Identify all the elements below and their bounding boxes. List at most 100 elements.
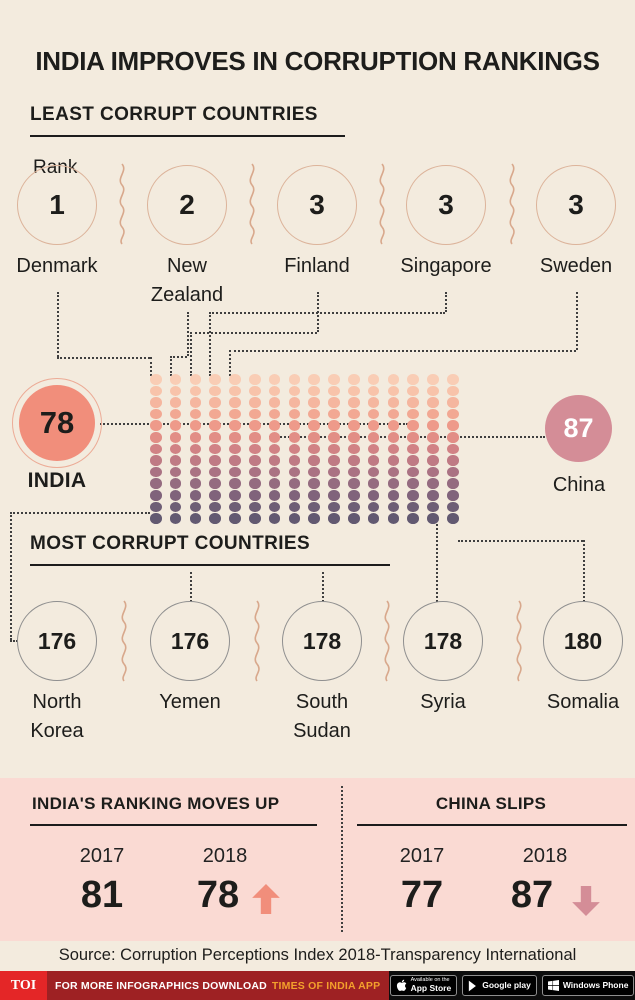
matrix-dot [249, 443, 261, 455]
matrix-dot [407, 501, 419, 513]
matrix-dot [328, 501, 340, 513]
matrix-dot [189, 490, 202, 501]
google-play-icon [469, 980, 477, 991]
matrix-dot [209, 478, 221, 489]
india-year-2017: 2017 [79, 845, 125, 867]
matrix-dot [447, 443, 459, 455]
matrix-dot [348, 432, 360, 443]
country-label-sweden: Sweden [539, 255, 613, 277]
matrix-dot [209, 408, 221, 420]
badge-line2: Google play [482, 979, 531, 990]
china-rank-value: 87 [563, 413, 594, 443]
matrix-dot [328, 374, 340, 385]
dotted-connector [229, 350, 231, 376]
matrix-dot [288, 466, 301, 478]
matrix-dot [308, 432, 320, 443]
matrix-dot [288, 443, 301, 455]
matrix-dot [169, 420, 182, 431]
app-store-badge[interactable]: Available on the App Store [389, 975, 458, 996]
matrix-dot [288, 501, 301, 513]
rank-circle-somalia: 180 [543, 601, 623, 681]
china-year-2018: 2018 [522, 845, 568, 867]
matrix-dot [229, 374, 241, 385]
matrix-dot [268, 455, 281, 466]
matrix-dot [387, 455, 400, 466]
promo-text: FOR MORE INFOGRAPHICS DOWNLOAD [55, 979, 267, 992]
matrix-dot [447, 478, 459, 489]
squiggle-divider-icon [249, 163, 255, 245]
dotted-connector [458, 540, 583, 542]
matrix-dot [407, 490, 419, 501]
matrix-dot [288, 385, 301, 397]
store-badges: Available on the App Store Google play Wi… [389, 971, 635, 1000]
matrix-dot [229, 420, 241, 431]
india-rank-2018: 78 [196, 874, 240, 916]
matrix-dot [407, 374, 419, 385]
matrix-dot [249, 385, 261, 397]
squiggle-divider-icon [254, 600, 260, 682]
windows-icon [547, 980, 559, 991]
matrix-dot [308, 397, 320, 408]
matrix-dot [427, 408, 439, 420]
source-credit: Source: Corruption Perceptions Index 201… [58, 946, 577, 964]
matrix-dot [427, 420, 439, 431]
india-label: INDIA [27, 469, 87, 492]
rank-circle-finland: 3 [277, 165, 357, 245]
matrix-dot [209, 443, 221, 455]
matrix-dot [407, 432, 419, 443]
matrix-dot [169, 408, 182, 420]
dotted-connector [445, 292, 447, 312]
matrix-dot [209, 466, 221, 478]
matrix-dot [387, 420, 400, 431]
matrix-dot [387, 432, 400, 443]
matrix-dot [288, 478, 301, 489]
squiggle-divider-icon [509, 163, 515, 245]
dotted-divider [341, 786, 343, 932]
matrix-dot [169, 397, 182, 408]
matrix-dot [447, 397, 459, 408]
matrix-dot [150, 397, 162, 408]
dotted-connector [436, 524, 438, 602]
matrix-dot [348, 397, 360, 408]
matrix-dot [268, 374, 281, 385]
matrix-dot [367, 513, 380, 524]
matrix-dot [189, 466, 202, 478]
matrix-dot [367, 490, 380, 501]
matrix-dot [387, 374, 400, 385]
rank-value: 1 [49, 189, 65, 220]
promo-app-name: TIMES OF INDIA APP [271, 979, 381, 992]
matrix-dot [447, 490, 459, 501]
matrix-dot [288, 420, 301, 431]
windows-phone-badge[interactable]: Windows Phone [541, 975, 635, 996]
matrix-dot [229, 397, 241, 408]
matrix-dot [229, 513, 241, 524]
matrix-dot [268, 513, 281, 524]
matrix-dot [447, 432, 459, 443]
india-trend-heading: INDIA'S RANKING MOVES UP [32, 794, 280, 813]
matrix-dot [209, 501, 221, 513]
matrix-dot [367, 408, 380, 420]
matrix-dot [169, 385, 182, 397]
rank-value: 178 [302, 627, 342, 654]
matrix-dot [268, 385, 281, 397]
matrix-dot [367, 420, 380, 431]
matrix-dot [209, 513, 221, 524]
matrix-dot [308, 408, 320, 420]
matrix-dot [150, 490, 162, 501]
rank-value: 180 [563, 627, 603, 654]
rank-circle-singapore: 3 [406, 165, 486, 245]
matrix-dot [328, 466, 340, 478]
dotted-connector [10, 512, 150, 514]
most-corrupt-heading: MOST CORRUPT COUNTRIES [30, 533, 390, 566]
matrix-dot [209, 385, 221, 397]
matrix-dot [427, 385, 439, 397]
apple-icon [396, 979, 406, 991]
china-year-2017: 2017 [399, 845, 445, 867]
matrix-dot [407, 455, 419, 466]
matrix-dot [348, 385, 360, 397]
dotted-connector [170, 356, 187, 358]
matrix-dot [308, 455, 320, 466]
matrix-dot [209, 374, 221, 385]
matrix-dot [308, 443, 320, 455]
google-play-badge[interactable]: Google play [462, 975, 537, 996]
